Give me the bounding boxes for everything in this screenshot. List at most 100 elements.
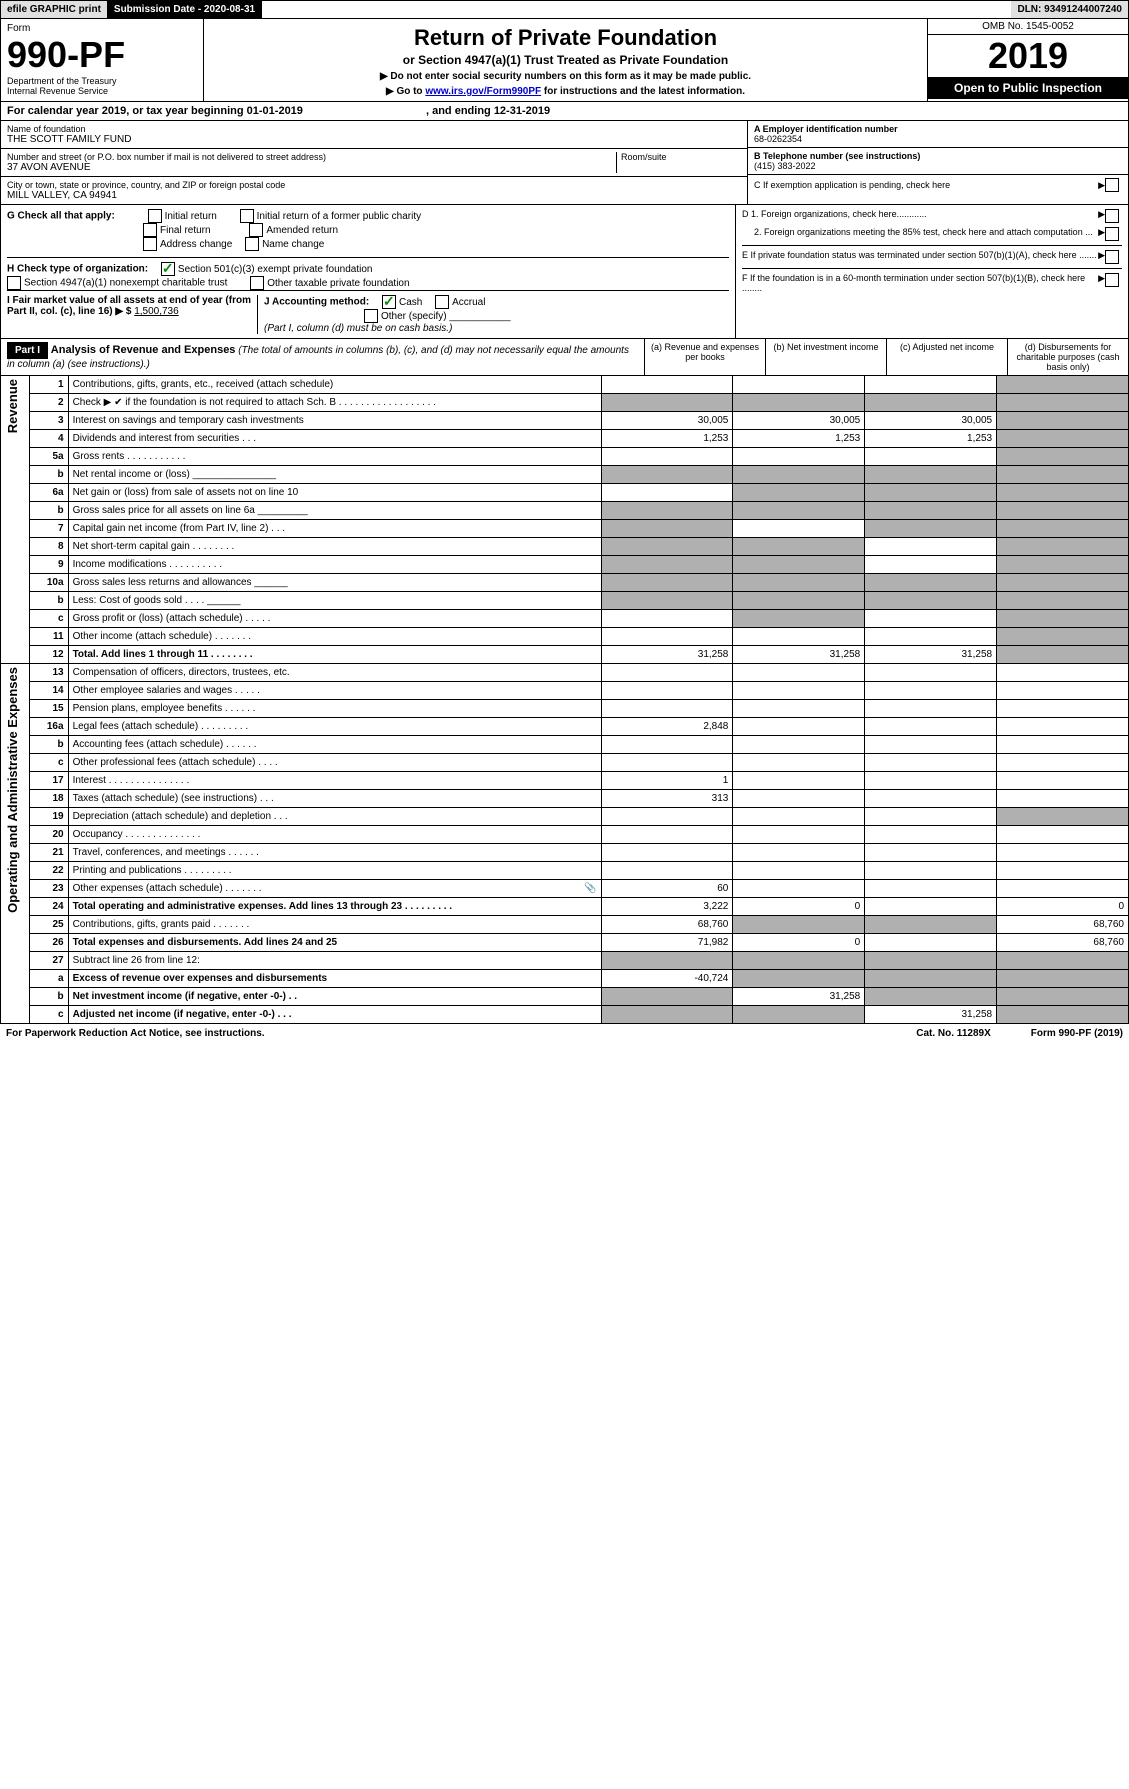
paperwork-notice: For Paperwork Reduction Act Notice, see … [6, 1028, 265, 1039]
table-row: 18Taxes (attach schedule) (see instructi… [1, 790, 1129, 808]
501c3-checkbox[interactable] [161, 262, 175, 276]
part1-header: Part I Analysis of Revenue and Expenses … [0, 339, 1129, 376]
fmv-value: 1,500,736 [134, 306, 179, 317]
submission-date: Submission Date - 2020-08-31 [108, 1, 262, 18]
table-row: 7Capital gain net income (from Part IV, … [1, 520, 1129, 538]
form-ref: Form 990-PF (2019) [1031, 1028, 1123, 1039]
table-row: 2Check ▶ ✔ if the foundation is not requ… [1, 394, 1129, 412]
amended-return-checkbox[interactable] [249, 223, 263, 237]
city-state-zip: MILL VALLEY, CA 94941 [7, 190, 741, 201]
other-method-checkbox[interactable] [364, 309, 378, 323]
address-change-checkbox[interactable] [143, 237, 157, 251]
checks-block: G Check all that apply: Initial return I… [0, 205, 1129, 339]
form-title: Return of Private Foundation [208, 25, 923, 51]
form-subtitle: or Section 4947(a)(1) Trust Treated as P… [208, 53, 923, 67]
ssn-note: ▶ Do not enter social security numbers o… [380, 71, 751, 82]
goto-prefix: ▶ Go to [386, 86, 425, 97]
initial-return-checkbox[interactable] [148, 209, 162, 223]
goto-suffix: for instructions and the latest informat… [541, 86, 745, 97]
calyear-end: , and ending 12-31-2019 [426, 105, 550, 117]
table-row: bNet investment income (if negative, ent… [1, 988, 1129, 1006]
d2-checkbox[interactable] [1105, 227, 1119, 241]
j-label: J Accounting method: [264, 297, 369, 308]
table-row: bNet rental income or (loss) ___________… [1, 466, 1129, 484]
form-number: 990-PF [7, 34, 197, 76]
top-bar: efile GRAPHIC print Submission Date - 20… [0, 0, 1129, 19]
accrual-checkbox[interactable] [435, 295, 449, 309]
table-row: 20Occupancy . . . . . . . . . . . . . . [1, 826, 1129, 844]
calendar-year-row: For calendar year 2019, or tax year begi… [0, 102, 1129, 121]
calyear-begin: For calendar year 2019, or tax year begi… [7, 105, 303, 117]
table-row: bAccounting fees (attach schedule) . . .… [1, 736, 1129, 754]
irs-link[interactable]: www.irs.gov/Form990PF [425, 86, 541, 97]
table-row: 21Travel, conferences, and meetings . . … [1, 844, 1129, 862]
table-row: 19Depreciation (attach schedule) and dep… [1, 808, 1129, 826]
e-label: E If private foundation status was termi… [742, 250, 1098, 260]
phone-value: (415) 383-2022 [754, 161, 1122, 171]
street-address: 37 AVON AVENUE [7, 162, 616, 173]
table-row: 11Other income (attach schedule) . . . .… [1, 628, 1129, 646]
table-row: cGross profit or (loss) (attach schedule… [1, 610, 1129, 628]
addr-label: Number and street (or P.O. box number if… [7, 152, 616, 162]
cat-no: Cat. No. 11289X [916, 1028, 990, 1039]
city-label: City or town, state or province, country… [7, 180, 741, 190]
part1-title: Analysis of Revenue and Expenses [51, 344, 236, 356]
table-row: 26Total expenses and disbursements. Add … [1, 934, 1129, 952]
ein-value: 68-0262354 [754, 134, 1122, 144]
table-row: 15Pension plans, employee benefits . . .… [1, 700, 1129, 718]
entity-block: Name of foundation THE SCOTT FAMILY FUND… [0, 121, 1129, 205]
f-checkbox[interactable] [1105, 273, 1119, 287]
name-label: Name of foundation [7, 124, 741, 134]
initial-former-checkbox[interactable] [240, 209, 254, 223]
d2-label: 2. Foreign organizations meeting the 85%… [754, 227, 1098, 237]
table-row: 25Contributions, gifts, grants paid . . … [1, 916, 1129, 934]
table-row: 6aNet gain or (loss) from sale of assets… [1, 484, 1129, 502]
table-row: cOther professional fees (attach schedul… [1, 754, 1129, 772]
col-b-header: (b) Net investment income [765, 339, 886, 375]
exemption-checkbox[interactable] [1105, 178, 1119, 192]
fmv-label: I Fair market value of all assets at end… [7, 295, 251, 317]
f-label: F If the foundation is in a 60-month ter… [742, 273, 1098, 293]
cash-checkbox[interactable] [382, 295, 396, 309]
ein-label: A Employer identification number [754, 124, 898, 134]
table-row: 22Printing and publications . . . . . . … [1, 862, 1129, 880]
j-note: (Part I, column (d) must be on cash basi… [264, 323, 452, 334]
tax-year: 2019 [928, 35, 1128, 77]
dln-label: DLN: 93491244007240 [1011, 1, 1128, 18]
table-row: bLess: Cost of goods sold . . . . ______ [1, 592, 1129, 610]
d1-label: D 1. Foreign organizations, check here..… [742, 209, 1098, 219]
name-change-checkbox[interactable] [245, 237, 259, 251]
part1-label: Part I [7, 342, 48, 359]
h-label: H Check type of organization: [7, 264, 148, 275]
table-row: aExcess of revenue over expenses and dis… [1, 970, 1129, 988]
table-row: 5aGross rents . . . . . . . . . . . [1, 448, 1129, 466]
phone-label: B Telephone number (see instructions) [754, 151, 920, 161]
table-row: 24Total operating and administrative exp… [1, 898, 1129, 916]
table-row: 8Net short-term capital gain . . . . . .… [1, 538, 1129, 556]
col-a-header: (a) Revenue and expenses per books [644, 339, 765, 375]
foundation-name: THE SCOTT FAMILY FUND [7, 134, 741, 145]
table-row: 10aGross sales less returns and allowanc… [1, 574, 1129, 592]
table-row: 16aLegal fees (attach schedule) . . . . … [1, 718, 1129, 736]
table-row: cAdjusted net income (if negative, enter… [1, 1006, 1129, 1024]
table-row: Operating and Administrative Expenses13C… [1, 664, 1129, 682]
table-row: 4Dividends and interest from securities … [1, 430, 1129, 448]
omb-number: OMB No. 1545-0052 [928, 19, 1128, 35]
e-checkbox[interactable] [1105, 250, 1119, 264]
expenses-table: Operating and Administrative Expenses13C… [0, 664, 1129, 1024]
dept-treasury: Department of the Treasury [7, 76, 197, 86]
form-label: Form [7, 23, 197, 34]
final-return-checkbox[interactable] [143, 223, 157, 237]
table-row: bGross sales price for all assets on lin… [1, 502, 1129, 520]
other-taxable-checkbox[interactable] [250, 276, 264, 290]
table-row: 14Other employee salaries and wages . . … [1, 682, 1129, 700]
d1-checkbox[interactable] [1105, 209, 1119, 223]
col-c-header: (c) Adjusted net income [886, 339, 1007, 375]
4947-checkbox[interactable] [7, 276, 21, 290]
open-public: Open to Public Inspection [928, 77, 1128, 99]
table-row: Revenue1Contributions, gifts, grants, et… [1, 376, 1129, 394]
room-label: Room/suite [616, 152, 741, 173]
g-label: G Check all that apply: [7, 211, 115, 222]
table-row: 23📎Other expenses (attach schedule) . . … [1, 880, 1129, 898]
dept-irs: Internal Revenue Service [7, 86, 197, 96]
